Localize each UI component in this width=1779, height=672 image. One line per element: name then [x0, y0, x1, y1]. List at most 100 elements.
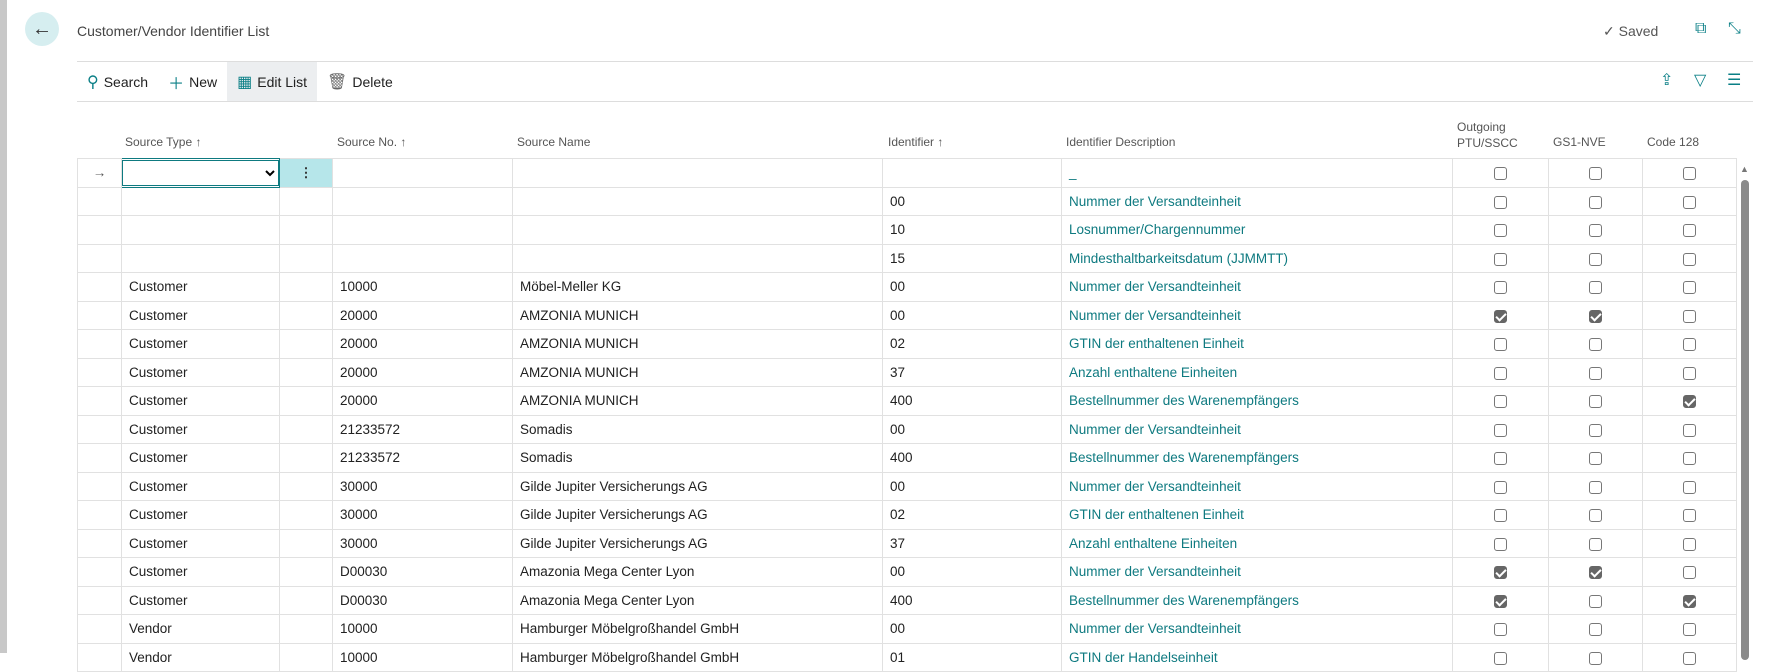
gs1-checkbox[interactable]: [1589, 623, 1602, 637]
table-row[interactable]: 10 Losnummer/Chargennummer: [77, 215, 1737, 245]
code128-checkbox[interactable]: [1683, 252, 1696, 266]
row-selector[interactable]: [77, 500, 122, 530]
row-menu-cell[interactable]: [279, 386, 333, 416]
header-source-no[interactable]: Source No. ↑: [337, 135, 407, 149]
outgoing-checkbox[interactable]: [1494, 423, 1507, 437]
source-type-cell[interactable]: Customer: [121, 357, 280, 387]
outgoing-checkbox[interactable]: [1494, 252, 1507, 266]
source-type-cell[interactable]: Customer: [121, 443, 280, 473]
header-identifier[interactable]: Identifier ↑: [888, 135, 944, 149]
code128-checkbox[interactable]: [1683, 195, 1696, 209]
table-row[interactable]: Vendor 10000 Hamburger Möbelgroßhandel G…: [77, 642, 1737, 672]
identifier-description-cell[interactable]: GTIN der Handelseinheit: [1061, 642, 1453, 672]
collapse-icon[interactable]: ⤡: [1728, 20, 1741, 37]
source-no-cell[interactable]: 30000: [332, 500, 513, 530]
row-selector[interactable]: [77, 329, 122, 359]
outgoing-checkbox[interactable]: [1494, 594, 1507, 608]
row-selector[interactable]: [77, 528, 122, 558]
outgoing-checkbox[interactable]: [1494, 309, 1507, 323]
identifier-description-cell[interactable]: Nummer der Versandteinheit: [1061, 186, 1453, 216]
row-selector[interactable]: [77, 642, 122, 672]
identifier-description-cell[interactable]: GTIN der enthaltenen Einheit: [1061, 500, 1453, 530]
header-code-128[interactable]: Code 128: [1647, 135, 1700, 149]
outgoing-checkbox[interactable]: [1494, 537, 1507, 551]
source-no-cell[interactable]: 20000: [332, 386, 513, 416]
source-type-cell[interactable]: Customer: [121, 414, 280, 444]
table-row[interactable]: 15 Mindesthaltbarkeitsdatum (JJMMTT): [77, 243, 1737, 273]
table-row[interactable]: Customer 10000 Möbel-Meller KG 00 Nummer…: [77, 272, 1737, 302]
table-row[interactable]: Customer 21233572 Somadis 00 Nummer der …: [77, 414, 1737, 444]
source-type-cell[interactable]: Customer: [121, 528, 280, 558]
row-menu-cell[interactable]: [279, 557, 333, 587]
table-row[interactable]: Customer D00030 Amazonia Mega Center Lyo…: [77, 585, 1737, 615]
identifier-cell[interactable]: 00: [882, 186, 1062, 216]
gs1-checkbox[interactable]: [1589, 224, 1602, 238]
identifier-cell[interactable]: 02: [882, 500, 1062, 530]
source-no-cell[interactable]: 20000: [332, 357, 513, 387]
source-no-cell[interactable]: [332, 158, 513, 188]
header-gs1-nve[interactable]: GS1-NVE: [1553, 135, 1606, 149]
code128-checkbox[interactable]: [1683, 309, 1696, 323]
gs1-checkbox[interactable]: [1589, 309, 1602, 323]
edit-list-button[interactable]: ▦ Edit List: [227, 62, 318, 101]
identifier-cell[interactable]: [882, 158, 1062, 188]
identifier-cell[interactable]: 00: [882, 557, 1062, 587]
identifier-cell[interactable]: 37: [882, 357, 1062, 387]
identifier-description-cell[interactable]: Mindesthaltbarkeitsdatum (JJMMTT): [1061, 243, 1453, 273]
source-type-cell[interactable]: Customer: [121, 386, 280, 416]
gs1-checkbox[interactable]: [1589, 509, 1602, 523]
code128-checkbox[interactable]: [1683, 537, 1696, 551]
outgoing-checkbox[interactable]: [1494, 509, 1507, 523]
source-no-cell[interactable]: 20000: [332, 300, 513, 330]
code128-checkbox[interactable]: [1683, 651, 1696, 665]
gs1-checkbox[interactable]: [1589, 594, 1602, 608]
source-no-cell[interactable]: 30000: [332, 528, 513, 558]
table-row[interactable]: Customer 30000 Gilde Jupiter Versicherun…: [77, 500, 1737, 530]
table-row[interactable]: Customer 20000 AMZONIA MUNICH 00 Nummer …: [77, 300, 1737, 330]
row-selector[interactable]: [77, 300, 122, 330]
outgoing-checkbox[interactable]: [1494, 167, 1507, 181]
table-row[interactable]: Customer 30000 Gilde Jupiter Versicherun…: [77, 471, 1737, 501]
identifier-cell[interactable]: 00: [882, 614, 1062, 644]
identifier-description-cell[interactable]: Nummer der Versandteinheit: [1061, 272, 1453, 302]
gs1-checkbox[interactable]: [1589, 566, 1602, 580]
row-menu-cell[interactable]: [279, 186, 333, 216]
identifier-cell[interactable]: 400: [882, 585, 1062, 615]
source-type-cell[interactable]: Customer: [121, 585, 280, 615]
gs1-checkbox[interactable]: [1589, 281, 1602, 295]
new-button[interactable]: ＋ New: [158, 62, 227, 101]
code128-checkbox[interactable]: [1683, 338, 1696, 352]
row-menu-cell[interactable]: [279, 443, 333, 473]
code128-checkbox[interactable]: [1683, 509, 1696, 523]
row-selector[interactable]: [77, 357, 122, 387]
row-menu-button[interactable]: ⋮: [279, 158, 333, 188]
source-no-cell[interactable]: [332, 186, 513, 216]
code128-checkbox[interactable]: [1683, 224, 1696, 238]
identifier-description-cell[interactable]: Nummer der Versandteinheit: [1061, 471, 1453, 501]
outgoing-checkbox[interactable]: [1494, 195, 1507, 209]
scrollbar-thumb[interactable]: [1741, 180, 1749, 660]
outgoing-checkbox[interactable]: [1494, 480, 1507, 494]
code128-checkbox[interactable]: [1683, 167, 1696, 181]
identifier-description-cell[interactable]: Bestellnummer des Warenempfängers: [1061, 585, 1453, 615]
identifier-cell[interactable]: 00: [882, 272, 1062, 302]
row-menu-cell[interactable]: [279, 329, 333, 359]
gs1-checkbox[interactable]: [1589, 651, 1602, 665]
outgoing-checkbox[interactable]: [1494, 281, 1507, 295]
row-selector[interactable]: [77, 585, 122, 615]
source-no-cell[interactable]: 21233572: [332, 443, 513, 473]
row-menu-cell[interactable]: [279, 414, 333, 444]
search-button[interactable]: ⚲ Search: [77, 62, 158, 101]
source-type-cell[interactable]: Customer: [121, 300, 280, 330]
delete-button[interactable]: 🗑 Delete: [317, 62, 403, 101]
table-row[interactable]: Customer D00030 Amazonia Mega Center Lyo…: [77, 557, 1737, 587]
identifier-description-cell[interactable]: Anzahl enthaltene Einheiten: [1061, 528, 1453, 558]
source-type-cell[interactable]: Customer: [121, 500, 280, 530]
outgoing-checkbox[interactable]: [1494, 623, 1507, 637]
header-source-type[interactable]: Source Type ↑: [125, 135, 202, 149]
gs1-checkbox[interactable]: [1589, 395, 1602, 409]
row-selector[interactable]: [77, 215, 122, 245]
outgoing-checkbox[interactable]: [1494, 338, 1507, 352]
filter-icon[interactable]: ▽: [1694, 72, 1707, 89]
table-row[interactable]: Customer 21233572 Somadis 400 Bestellnum…: [77, 443, 1737, 473]
